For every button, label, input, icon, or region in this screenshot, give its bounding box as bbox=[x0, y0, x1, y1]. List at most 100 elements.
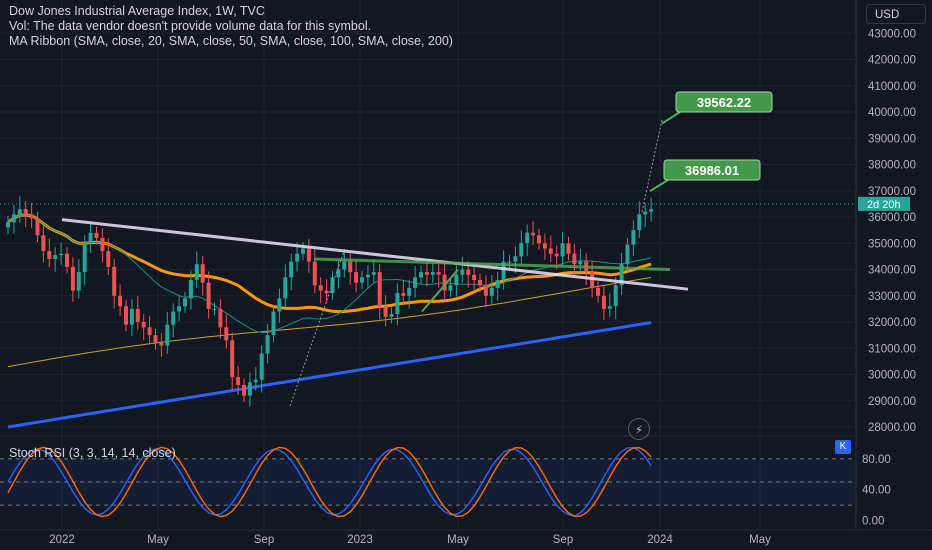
candle-body bbox=[301, 248, 305, 254]
stoch-tick-label: 80.00 bbox=[862, 454, 891, 466]
candle-body bbox=[643, 211, 648, 215]
candle-body bbox=[419, 272, 423, 278]
candle-body bbox=[159, 343, 164, 346]
candle-body bbox=[183, 298, 187, 307]
stoch-d-line bbox=[7, 446, 652, 518]
candle-body bbox=[478, 280, 482, 286]
candle-body bbox=[336, 269, 341, 278]
candle-body bbox=[200, 264, 205, 283]
candle-body bbox=[619, 264, 624, 286]
candle-body bbox=[242, 385, 246, 396]
candle-body bbox=[171, 311, 176, 325]
candle-body bbox=[76, 272, 81, 291]
candle-body bbox=[277, 298, 282, 312]
candle-body bbox=[348, 261, 353, 273]
support-line bbox=[313, 257, 671, 271]
ma-50-line bbox=[7, 213, 652, 314]
stoch-k-line bbox=[7, 446, 652, 517]
candle-body bbox=[637, 214, 642, 231]
candle-body bbox=[6, 222, 10, 228]
candle-body bbox=[548, 248, 553, 254]
stoch-tick-label: 0.00 bbox=[862, 516, 884, 528]
ma-100-line bbox=[7, 277, 652, 368]
resistance-trendline bbox=[61, 218, 689, 291]
candle-body bbox=[495, 280, 500, 288]
grid bbox=[0, 0, 856, 530]
candle-body bbox=[560, 243, 565, 257]
time-tick-label: 2023 bbox=[347, 534, 373, 546]
volume-note: Vol: The data vendor doesn't provide vol… bbox=[9, 19, 372, 33]
candle-body bbox=[236, 377, 241, 385]
candle-body bbox=[23, 209, 28, 215]
candle-body bbox=[41, 235, 46, 252]
candle-body bbox=[430, 272, 435, 275]
candle-body bbox=[106, 251, 111, 267]
candle-body bbox=[601, 295, 606, 309]
price-tick-label: 34000.00 bbox=[868, 265, 916, 277]
candle-body bbox=[472, 274, 477, 280]
candle-body bbox=[389, 314, 394, 317]
price-tick-label: 43000.00 bbox=[868, 28, 916, 40]
candle-body bbox=[625, 244, 630, 265]
price-tick-label: 29000.00 bbox=[868, 396, 916, 408]
candle-body bbox=[230, 340, 235, 378]
candle-body bbox=[649, 209, 654, 212]
target-box bbox=[663, 159, 761, 181]
candle-body bbox=[11, 214, 16, 223]
candle-body bbox=[17, 209, 22, 215]
candle-body bbox=[537, 235, 541, 244]
candle-body bbox=[365, 274, 370, 278]
drawings[interactable]: 39562.22 36986.01 bbox=[61, 91, 773, 407]
candle-body bbox=[65, 253, 69, 267]
price-tick-label: 36000.00 bbox=[868, 212, 916, 224]
target-pointer bbox=[649, 179, 669, 192]
candle-body bbox=[401, 293, 406, 296]
candle-body bbox=[147, 327, 152, 336]
candle-body bbox=[265, 335, 270, 354]
target-pointer bbox=[661, 111, 681, 125]
candle-body bbox=[188, 280, 193, 299]
lightning-icon[interactable]: ⚡ bbox=[628, 418, 650, 440]
candle-body bbox=[70, 266, 75, 291]
candle-body bbox=[94, 232, 99, 238]
time-axis[interactable]: 2022 May Sep 2023 May Sep 2024 May bbox=[0, 529, 932, 546]
candle-body bbox=[448, 285, 453, 291]
stoch-rsi-legend: Stoch RSI (3, 3, 14, 14, close) bbox=[9, 446, 176, 460]
price-tick-label: 41000.00 bbox=[868, 81, 916, 93]
target-label: 36986.01 bbox=[685, 163, 739, 178]
candle-body bbox=[141, 322, 146, 328]
chart-title: Dow Jones Industrial Average Index, 1W, … bbox=[9, 4, 265, 18]
price-tick-label: 31000.00 bbox=[868, 343, 916, 355]
time-tick-label: May bbox=[447, 534, 469, 546]
candle-body bbox=[383, 306, 388, 317]
candle-body bbox=[613, 285, 618, 307]
price-tick-label: 39000.00 bbox=[868, 133, 916, 145]
rising-channel-line bbox=[421, 268, 459, 313]
candle-body bbox=[424, 272, 429, 275]
candle-body bbox=[578, 261, 583, 265]
candle-body bbox=[436, 272, 441, 275]
target-label: 39562.22 bbox=[697, 95, 751, 110]
price-tick-label: 35000.00 bbox=[868, 238, 916, 250]
time-tick-label: Sep bbox=[553, 534, 573, 546]
candle-body bbox=[354, 272, 359, 283]
price-tick-label: 30000.00 bbox=[868, 370, 916, 382]
countdown-label: 2d 20h bbox=[867, 199, 901, 211]
candle-body bbox=[413, 277, 418, 288]
candle-body bbox=[483, 285, 488, 296]
candle-body bbox=[489, 287, 494, 296]
price-axis[interactable]: 43000.00 42000.00 41000.00 40000.00 39000.00… bbox=[0, 0, 916, 530]
candle-body bbox=[283, 277, 288, 299]
currency-button[interactable]: USD bbox=[866, 4, 926, 24]
k-badge[interactable]: K bbox=[835, 440, 851, 454]
candle-body bbox=[82, 243, 87, 273]
time-tick-label: Sep bbox=[254, 534, 274, 546]
candle-body bbox=[153, 335, 158, 343]
candle-body bbox=[377, 272, 382, 307]
candle-body bbox=[607, 306, 612, 309]
stoch-tick-label: 40.00 bbox=[862, 485, 891, 497]
time-tick-label: May bbox=[749, 534, 771, 546]
price-tick-label: 40000.00 bbox=[868, 107, 916, 119]
ma-ribbon-legend: MA Ribbon (SMA, close, 20, SMA, close, 5… bbox=[9, 34, 453, 48]
